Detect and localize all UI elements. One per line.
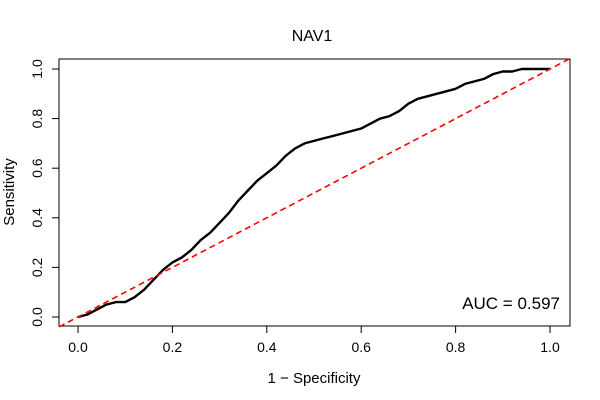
x-tick-label: 0.8: [446, 339, 466, 355]
x-tick-label: 1.0: [540, 339, 560, 355]
y-ticks: 0.0 0.2 0.4 0.6 0.8 1.0: [29, 59, 59, 327]
y-tick-label: 0.8: [29, 109, 45, 129]
x-tick-label: 0.2: [163, 339, 183, 355]
y-tick-label: 0.4: [29, 208, 45, 228]
x-ticks: 0.0 0.2 0.4 0.6 0.8 1.0: [68, 326, 560, 355]
chart-title: NAV1: [292, 28, 333, 45]
auc-annotation: AUC = 0.597: [462, 294, 560, 313]
reference-diagonal-line: [58, 58, 570, 328]
x-axis-label: 1 − Specificity: [268, 370, 361, 387]
roc-curve-line: [77, 67, 550, 319]
x-tick-label: 0.4: [257, 339, 277, 355]
x-tick-label: 0.0: [68, 339, 88, 355]
x-tick-label: 0.6: [351, 339, 371, 355]
y-tick-label: 1.0: [29, 59, 45, 79]
y-tick-label: 0.6: [29, 158, 45, 178]
y-tick-label: 0.2: [29, 257, 45, 277]
y-axis-label: Sensitivity: [1, 158, 18, 226]
y-tick-label: 0.0: [29, 307, 45, 327]
series-layer: [58, 58, 570, 328]
